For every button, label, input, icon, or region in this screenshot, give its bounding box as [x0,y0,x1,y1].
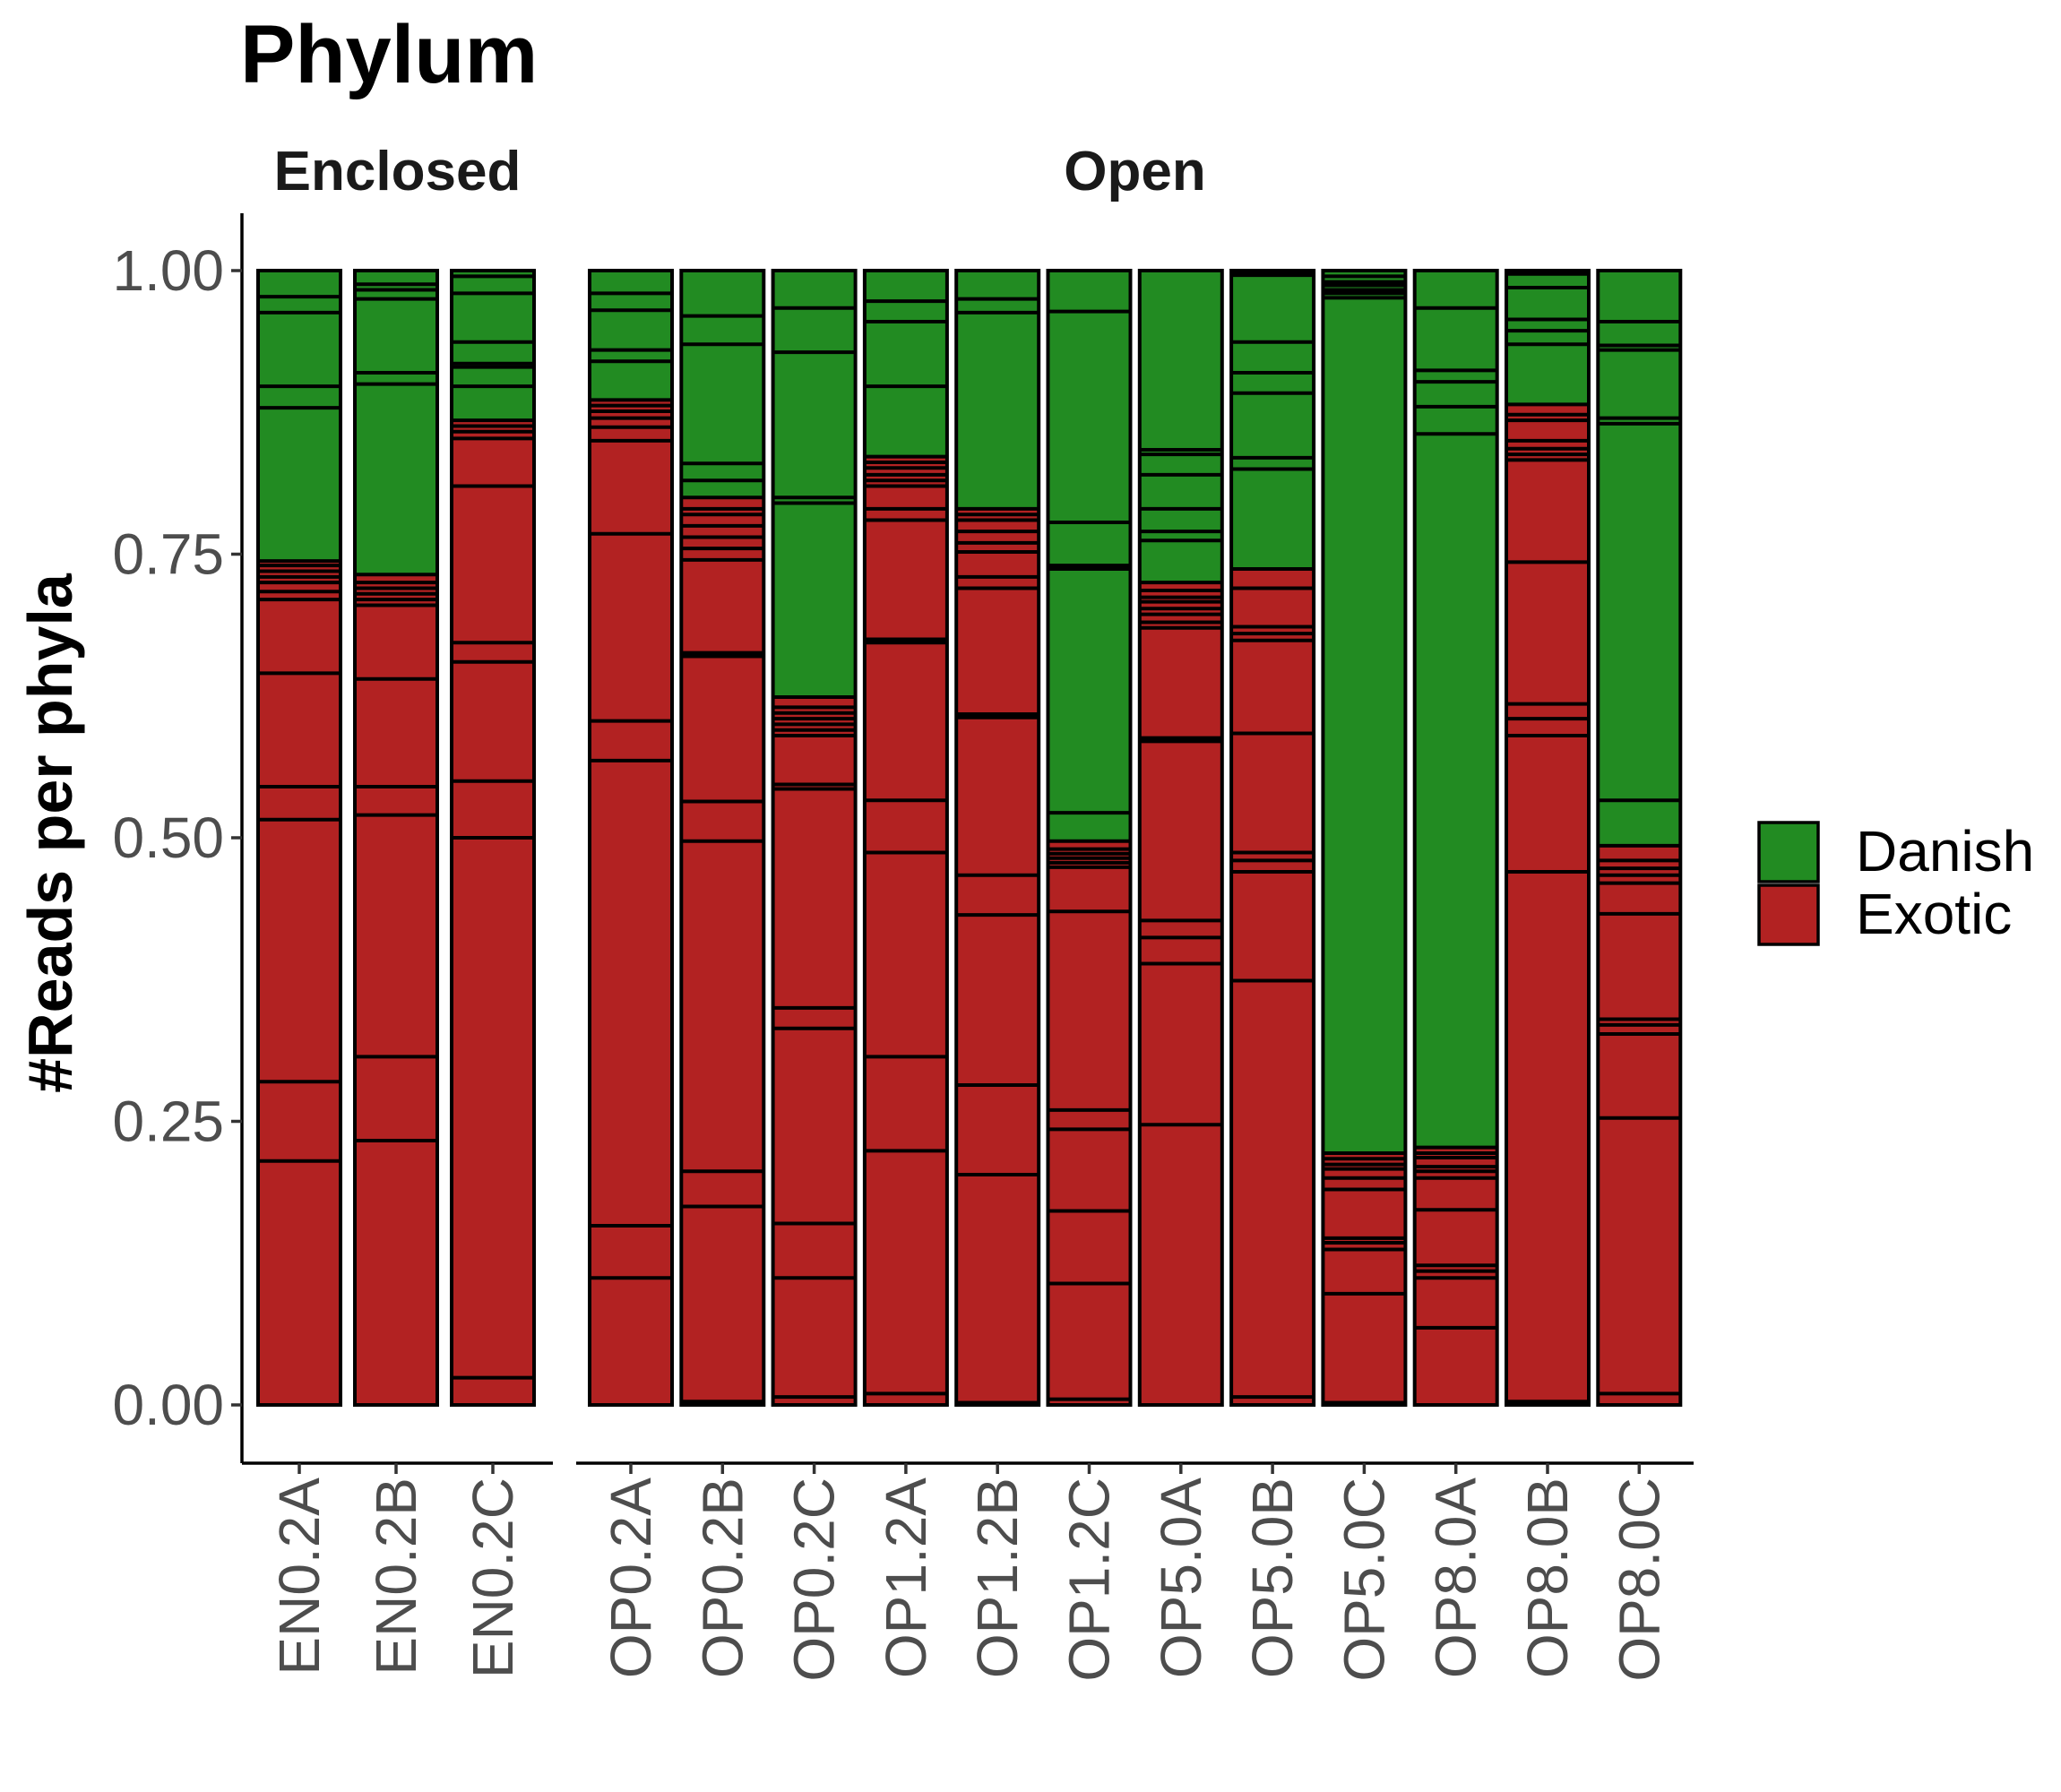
bar-segment-exotic [1048,840,1131,1405]
x-tick-label: OP1.2C [1057,1478,1122,1682]
legend-swatch-danish [1757,821,1820,883]
bar-outline [862,269,949,1407]
bar-OP0.2C [771,269,858,1407]
bar-segment-danish [772,271,856,698]
y-tick-label: 0.75 [112,522,224,587]
y-tick-label: 0.00 [112,1373,224,1437]
bar-outline [1505,269,1591,1407]
bar-segment-exotic [1506,404,1589,1406]
x-tick-label: OP0.2B [690,1478,755,1678]
y-axis-label: #Reads per phyla [15,573,85,1093]
bar-segment-danish [1506,271,1589,405]
x-tick-label: OP0.2A [599,1478,663,1678]
bar-segment-exotic [864,456,947,1405]
bar-segment-danish [590,271,672,401]
bar-segment-exotic [590,400,672,1406]
bar-segment-exotic [956,508,1039,1405]
bar-EN0.2B [353,269,439,1407]
x-tick-label: OP8.0B [1515,1478,1580,1678]
legend-swatch-exotic [1757,883,1820,946]
x-tick-label: EN0.2C [461,1478,525,1678]
x-tick-label: OP0.2C [782,1478,847,1682]
bar-outline [450,269,536,1407]
bar-segment-danish [355,271,437,575]
x-tick-label: OP5.0A [1149,1478,1213,1678]
bar-outline [1046,269,1133,1407]
bar-segment-exotic [355,574,437,1405]
bar-segment-exotic [1323,1152,1406,1405]
y-tick-label: 0.50 [112,806,224,870]
bar-OP1.2C [1046,269,1133,1407]
bar-segment-danish [1598,271,1681,846]
bar-segment-exotic [258,561,341,1405]
x-tick-labels: EN0.2A EN0.2B EN0.2C OP0.2A OP0.2B OP0.2C OP1.… [267,1463,1671,1682]
bar-segment-exotic [681,497,764,1405]
bar-outline [353,269,439,1407]
bar-OP1.2B [954,269,1041,1407]
bar-outline [679,269,766,1407]
x-tick-label: EN0.2A [267,1478,332,1676]
x-tick-label: EN0.2B [364,1478,428,1676]
bar-segment-exotic [1231,568,1315,1405]
legend-label: Exotic [1856,882,2012,946]
bar-OP5.0B [1229,269,1316,1407]
bar-segment-exotic [772,697,856,1405]
bar-OP5.0A [1137,269,1224,1407]
legend-label: Danish [1856,819,2034,883]
bar-OP8.0B [1505,269,1591,1407]
facet-label: Enclosed [274,141,522,202]
facet-labels: Enclosed Open [274,141,1206,202]
y-tick-label: 0.25 [112,1090,224,1154]
bar-OP1.2A [862,269,949,1407]
bar-outline [1137,269,1224,1407]
bar-segment-danish [1323,271,1406,1153]
bar-segment-danish [452,271,534,421]
bar-segment-danish [1048,271,1131,841]
bar-outline [1596,269,1683,1407]
bar-outline [256,269,342,1407]
bar-segment-danish [864,271,947,457]
x-tick-label: OP8.0C [1607,1478,1671,1682]
bar-OP0.2B [679,269,766,1407]
bar-EN0.2A [256,269,342,1407]
bar-segment-exotic [1598,845,1681,1405]
bar-outline [771,269,858,1407]
bar-segment-danish [956,271,1039,509]
bar-outline [1412,269,1499,1407]
bar-segment-danish [1231,271,1315,569]
chart-title: Phylum [240,9,538,100]
bar-segment-exotic [1139,582,1222,1405]
x-tick-label: OP5.0C [1332,1478,1396,1682]
bar-OP8.0C [1596,269,1683,1407]
x-tick-label: OP1.2A [874,1478,938,1678]
facet-label: Open [1064,141,1205,202]
bar-segment-danish [681,271,764,498]
axes: 0.00 0.25 0.50 0.75 1.00 [112,213,1694,1465]
bar-segment-danish [1414,271,1497,1148]
bar-OP0.2A [588,269,674,1407]
x-tick-label: OP8.0A [1424,1478,1488,1678]
bar-OP8.0A [1412,269,1499,1407]
bar-segment-danish [258,271,341,562]
bar-outline [954,269,1041,1407]
x-tick-label: OP1.2B [965,1478,1030,1678]
bar-EN0.2C [450,269,536,1407]
bar-outline [588,269,674,1407]
bar-segment-danish [1139,271,1222,583]
x-tick-label: OP5.0B [1240,1478,1305,1678]
y-tick-label: 1.00 [112,238,224,303]
bars [256,269,1683,1407]
bar-segment-exotic [452,420,534,1405]
bar-outline [1229,269,1316,1407]
bar-outline [1321,269,1408,1407]
bar-OP5.0C [1321,269,1408,1407]
